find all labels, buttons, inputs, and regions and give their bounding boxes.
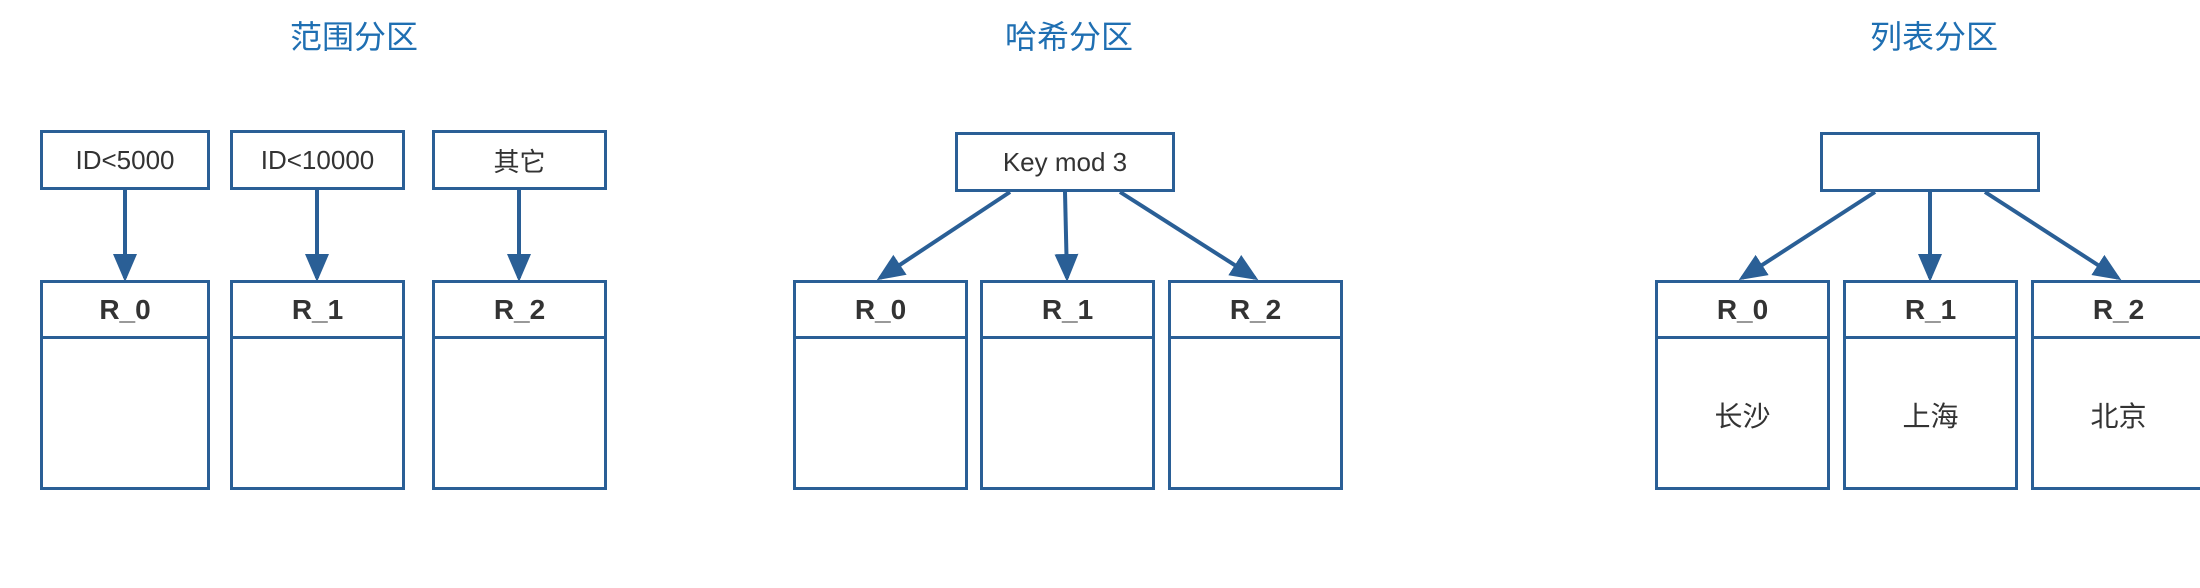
range-title: 范围分区: [290, 12, 418, 58]
list-partition-body: 长沙: [1658, 339, 1827, 490]
range-partition-header: R_0: [43, 283, 207, 339]
range-partition-card: R_0: [40, 280, 210, 490]
hash-partition-body: [796, 339, 965, 490]
range-partition-card: R_2: [432, 280, 607, 490]
hash-partition-header: R_1: [983, 283, 1152, 339]
range-partition-header: R_1: [233, 283, 402, 339]
arrow: [880, 192, 1010, 278]
list-title: 列表分区: [1870, 12, 1998, 58]
range-condition-box: ID<10000: [230, 130, 405, 190]
list-partition-body: 上海: [1846, 339, 2015, 490]
hash-partition-card: R_0: [793, 280, 968, 490]
list-partition-header: R_2: [2034, 283, 2200, 339]
range-partition-header: R_2: [435, 283, 604, 339]
list-partition-header: R_0: [1658, 283, 1827, 339]
arrow: [1742, 192, 1875, 278]
range-partition-body: [43, 339, 207, 490]
list-partition-header: R_1: [1846, 283, 2015, 339]
range-condition-box: ID<5000: [40, 130, 210, 190]
hash-partition-card: R_2: [1168, 280, 1343, 490]
range-partition-card: R_1: [230, 280, 405, 490]
hash-partition-header: R_2: [1171, 283, 1340, 339]
range-partition-body: [435, 339, 604, 490]
range-condition-box: 其它: [432, 130, 607, 190]
hash-title: 哈希分区: [1005, 12, 1133, 58]
hash-partition-card: R_1: [980, 280, 1155, 490]
hash-partition-body: [1171, 339, 1340, 490]
hash-condition-box: Key mod 3: [955, 132, 1175, 192]
list-partition-body: 北京: [2034, 339, 2200, 490]
arrow: [1120, 192, 1255, 278]
list-condition-box: [1820, 132, 2040, 192]
hash-partition-body: [983, 339, 1152, 490]
list-partition-card: R_1上海: [1843, 280, 2018, 490]
list-partition-card: R_2北京: [2031, 280, 2200, 490]
range-partition-body: [233, 339, 402, 490]
arrow: [1065, 192, 1067, 278]
arrow: [1985, 192, 2118, 278]
hash-partition-header: R_0: [796, 283, 965, 339]
list-partition-card: R_0长沙: [1655, 280, 1830, 490]
